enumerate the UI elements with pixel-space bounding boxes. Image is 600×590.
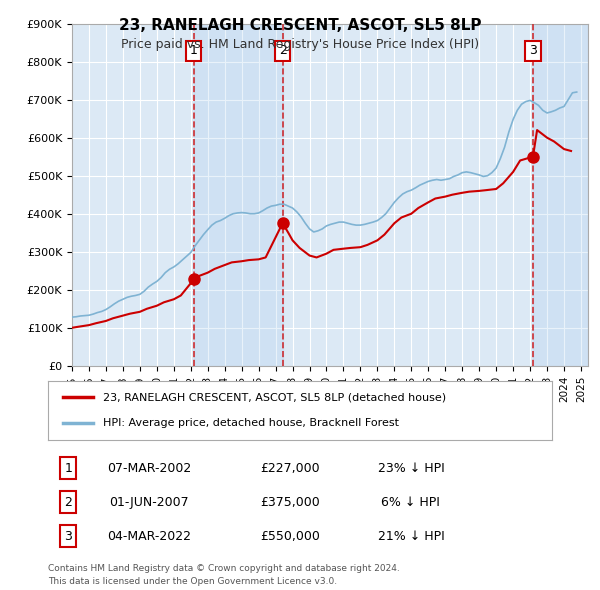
Text: £550,000: £550,000 [260,530,320,543]
Text: 3: 3 [64,530,72,543]
Text: 1: 1 [190,44,198,57]
Text: £375,000: £375,000 [260,496,320,509]
Text: £227,000: £227,000 [260,461,320,475]
Text: 21% ↓ HPI: 21% ↓ HPI [377,530,444,543]
Text: HPI: Average price, detached house, Bracknell Forest: HPI: Average price, detached house, Brac… [103,418,400,428]
Text: 23, RANELAGH CRESCENT, ASCOT, SL5 8LP (detached house): 23, RANELAGH CRESCENT, ASCOT, SL5 8LP (d… [103,392,446,402]
Text: 1: 1 [64,461,72,475]
Text: 01-JUN-2007: 01-JUN-2007 [109,496,188,509]
Text: 23% ↓ HPI: 23% ↓ HPI [377,461,444,475]
Text: 6% ↓ HPI: 6% ↓ HPI [382,496,440,509]
Bar [533,24,588,366]
Text: Contains HM Land Registry data © Crown copyright and database right 2024.: Contains HM Land Registry data © Crown c… [48,564,400,573]
Bar [194,24,283,366]
Text: This data is licensed under the Open Government Licence v3.0.: This data is licensed under the Open Gov… [48,577,337,586]
Text: 2: 2 [64,496,72,509]
Text: 04-MAR-2022: 04-MAR-2022 [107,530,191,543]
Text: 23, RANELAGH CRESCENT, ASCOT, SL5 8LP: 23, RANELAGH CRESCENT, ASCOT, SL5 8LP [119,18,481,32]
Text: 07-MAR-2002: 07-MAR-2002 [107,461,191,475]
Text: 3: 3 [529,44,537,57]
Text: Price paid vs. HM Land Registry's House Price Index (HPI): Price paid vs. HM Land Registry's House … [121,38,479,51]
Text: 2: 2 [278,44,287,57]
